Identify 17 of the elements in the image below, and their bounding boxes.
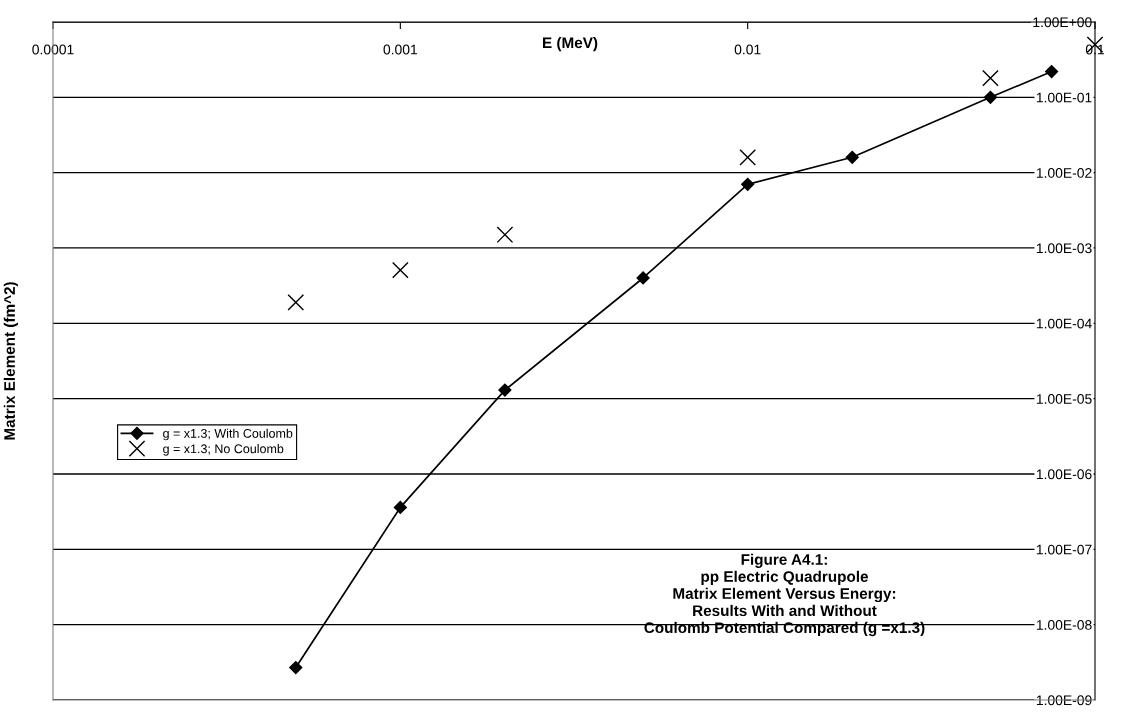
y-tick-label: 1.00E-06 (1036, 469, 1092, 480)
legend-label: g = x1.3; No Coulomb (163, 444, 284, 456)
x-tick-label: 0.01 (734, 44, 761, 55)
y-tick-label: 1.00E-01 (1036, 92, 1092, 103)
legend-label: g = x1.3; With Coulomb (163, 428, 293, 441)
y-tick-label: 1.00E+00 (1033, 17, 1092, 28)
y-tick-label: 1.00E-07 (1036, 544, 1092, 555)
x-tick-label: 0.001 (383, 44, 418, 55)
y-tick-label: 1.00E-03 (1036, 243, 1092, 254)
y-tick-label: 1.00E-08 (1036, 620, 1092, 630)
y-tick-label: 1.00E-04 (1036, 318, 1092, 329)
y-tick-label: 1.00E-02 (1036, 168, 1092, 178)
x-tick-label: 0.0001 (32, 44, 74, 55)
x-axis-title: E (MeV) (543, 36, 598, 52)
y-tick-label: 1.00E-05 (1036, 394, 1092, 404)
y-tick-label: 1.00E-09 (1036, 695, 1092, 706)
y-axis-title: Matrix Element (fm^2) (3, 282, 18, 440)
